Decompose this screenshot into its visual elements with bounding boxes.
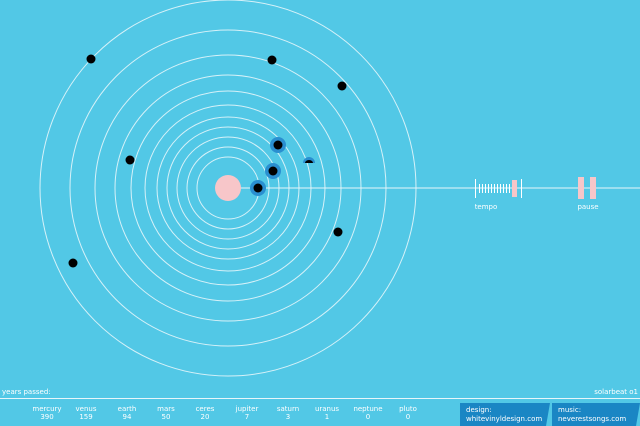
planet-name: mercury	[32, 405, 61, 413]
planet	[68, 258, 78, 268]
credit-label: music:	[558, 406, 581, 414]
planet-count: 390	[40, 413, 53, 421]
planet	[125, 155, 135, 165]
slider-handle[interactable]	[512, 180, 517, 197]
planet-name: earth	[118, 405, 137, 413]
brand: solarbeat o1	[594, 388, 638, 396]
planet	[273, 140, 283, 150]
planet-name: venus	[76, 405, 97, 413]
pause-button[interactable]	[578, 177, 596, 199]
planet-name: ceres	[196, 405, 215, 413]
planet-partial-core	[305, 160, 313, 163]
pause-label: pause	[577, 203, 598, 211]
planet-count: 20	[201, 413, 210, 421]
pause-bar	[578, 177, 584, 199]
planet	[337, 81, 347, 91]
planet-count: 159	[79, 413, 92, 421]
planet	[333, 227, 343, 237]
credit-box[interactable]	[552, 403, 640, 426]
planet-name: saturn	[277, 405, 299, 413]
credits: design:whitevinyldesign.com music:neveres…	[460, 403, 640, 426]
planet-name: mars	[157, 405, 175, 413]
sun	[215, 175, 241, 201]
credit-link[interactable]: whitevinyldesign.com	[466, 415, 542, 423]
tempo-label: tempo	[475, 203, 498, 211]
pause-bar	[590, 177, 596, 199]
planet-count: 0	[406, 413, 410, 421]
planet-count: 1	[325, 413, 329, 421]
planet-name: neptune	[353, 405, 382, 413]
planet-count: 50	[162, 413, 171, 421]
planet-name: pluto	[399, 405, 417, 413]
planet-count: 94	[123, 413, 132, 421]
planet	[267, 55, 277, 65]
planets	[68, 54, 347, 268]
planet-name: jupiter	[235, 405, 259, 413]
credit-label: design:	[466, 406, 492, 414]
years-label: years passed:	[2, 388, 51, 396]
planet	[253, 183, 263, 193]
tempo-slider[interactable]	[475, 179, 522, 198]
planet-count: 7	[245, 413, 249, 421]
planet	[268, 166, 278, 176]
credit-box[interactable]	[460, 403, 550, 426]
planet	[86, 54, 96, 64]
planet-name: uranus	[315, 405, 339, 413]
planet-count: 3	[286, 413, 290, 421]
credit-link[interactable]: neverestsongs.com	[558, 415, 626, 423]
planet-count: 0	[366, 413, 370, 421]
